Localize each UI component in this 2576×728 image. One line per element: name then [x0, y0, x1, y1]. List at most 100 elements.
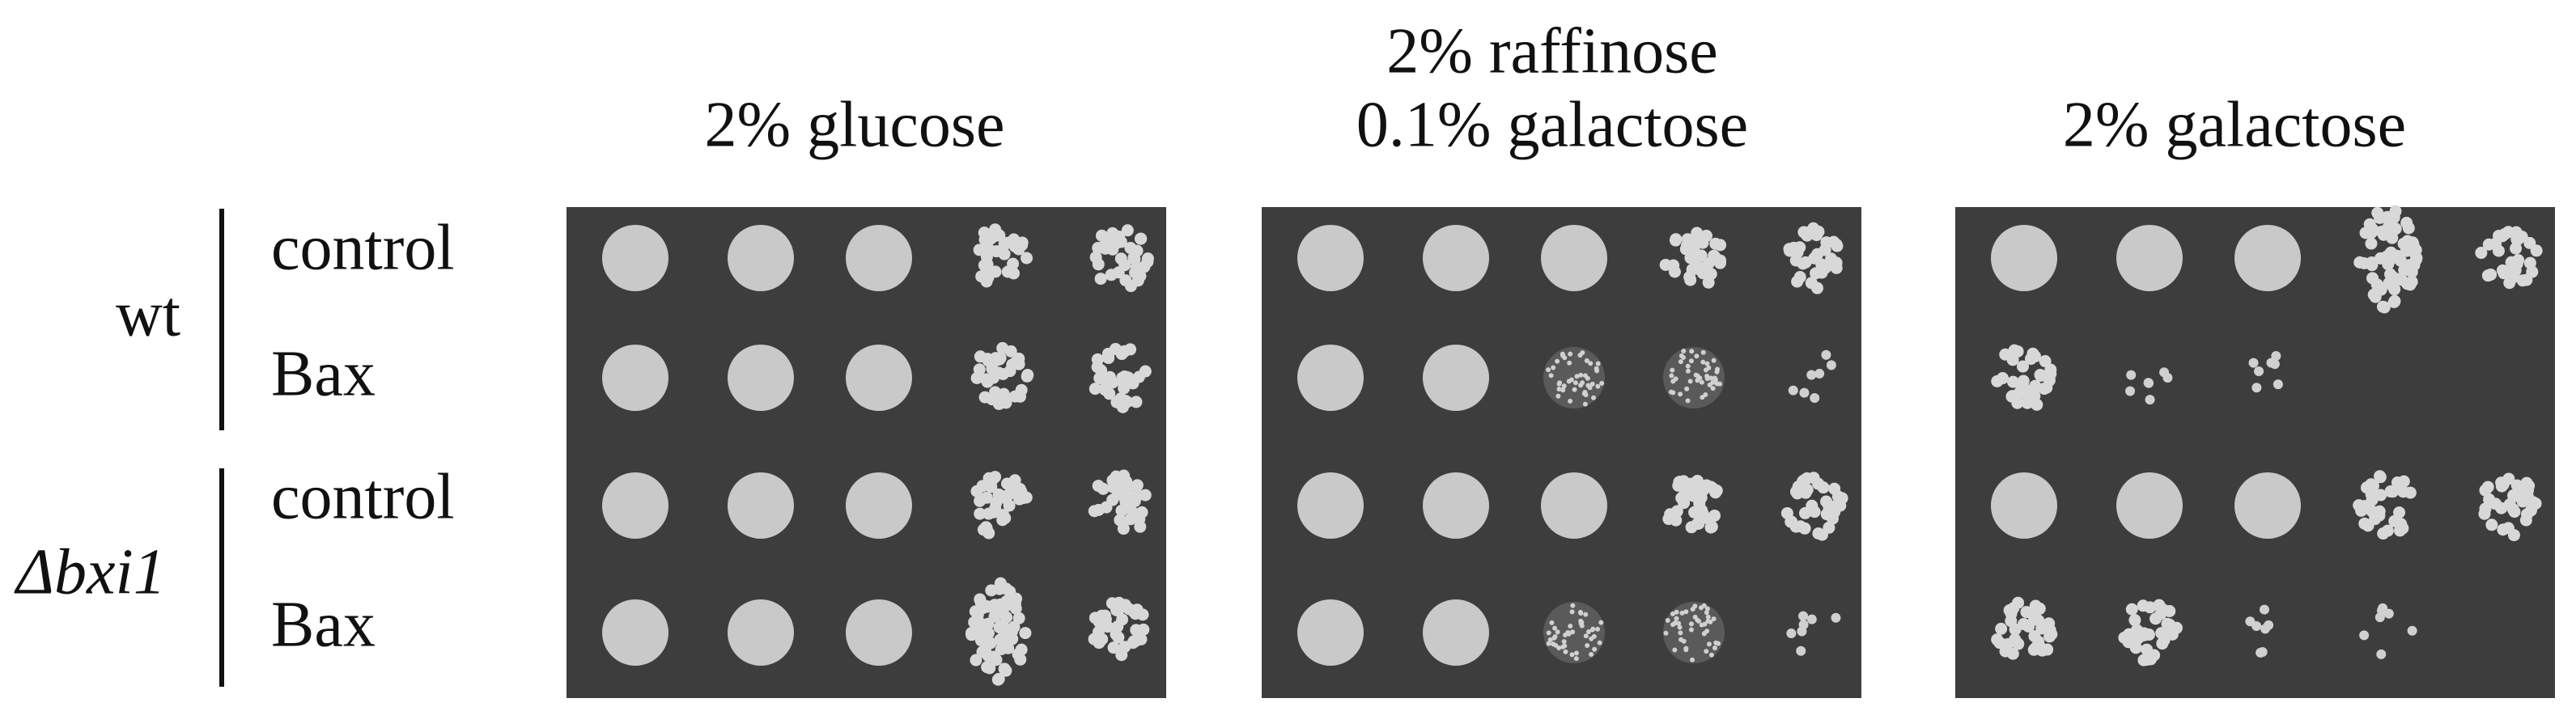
colony: [1710, 379, 1716, 385]
colony: [1701, 267, 1714, 280]
colony: [1690, 657, 1695, 662]
colony: [2385, 272, 2398, 285]
colony: [2271, 351, 2281, 362]
colony: [2266, 358, 2277, 368]
colony: [1121, 224, 1134, 237]
colony: [1591, 395, 1597, 400]
colony: [1138, 260, 1151, 273]
colony: [974, 596, 987, 609]
row-label: Bax: [271, 338, 376, 409]
colony: [993, 353, 1006, 366]
plate: [567, 207, 1166, 698]
colony: [1683, 271, 1696, 284]
colony: [1552, 634, 1558, 640]
spot: [728, 472, 794, 539]
colony: [2400, 244, 2413, 257]
colony: [1595, 361, 1601, 366]
colony: [1678, 359, 1683, 365]
colony: [1668, 389, 1674, 395]
colony: [1128, 252, 1141, 265]
colony: [1555, 629, 1560, 635]
colony: [2125, 386, 2136, 396]
plate-agar: [1955, 207, 2555, 698]
colony: [1592, 646, 1598, 652]
colony: [1091, 361, 1104, 374]
colony: [1694, 353, 1700, 359]
colony: [2496, 264, 2509, 277]
colony: [1789, 254, 1802, 267]
colony: [998, 662, 1011, 675]
colony: [2396, 273, 2408, 286]
colony: [2475, 247, 2488, 260]
colony: [1573, 650, 1579, 656]
colony: [1827, 512, 1840, 525]
colony: [1000, 477, 1013, 490]
colony: [2017, 375, 2030, 387]
colony: [1131, 479, 1144, 492]
colony: [981, 375, 994, 388]
colony: [1130, 396, 1143, 408]
colony: [1119, 502, 1132, 514]
colony: [1570, 603, 1576, 608]
colony: [1101, 350, 1114, 363]
colony: [1680, 354, 1686, 360]
colony: [1670, 379, 1676, 384]
colony: [1681, 638, 1687, 644]
colony: [1112, 266, 1125, 279]
column-header: 2% raffinose: [1386, 15, 1718, 87]
colony: [2384, 485, 2397, 498]
colony: [1810, 229, 1823, 242]
colony: [1088, 633, 1101, 645]
colony: [1687, 489, 1700, 502]
colony: [1100, 501, 1113, 514]
column-header: 2% galactose: [2063, 89, 2406, 160]
plate: [1262, 207, 1861, 698]
colony: [1582, 373, 1588, 379]
colony: [1702, 276, 1715, 289]
colony: [980, 522, 993, 535]
colony: [2510, 242, 2523, 255]
colony: [1563, 649, 1568, 654]
colony: [982, 271, 995, 284]
colony: [2357, 256, 2370, 269]
colony: [982, 472, 995, 485]
colony: [981, 661, 994, 674]
colony: [2125, 603, 2138, 616]
colony: [1546, 641, 1551, 646]
colony: [2031, 398, 2043, 411]
colony: [1569, 652, 1575, 658]
colony: [2259, 604, 2269, 615]
colony: [1683, 609, 1689, 615]
colony: [1580, 380, 1585, 386]
group-bracket: [219, 209, 224, 430]
colony: [1004, 365, 1016, 378]
colony: [1677, 492, 1690, 505]
colony: [1557, 380, 1563, 386]
colony: [2248, 358, 2259, 368]
colony: [978, 226, 991, 239]
colony: [2254, 366, 2264, 377]
colony: [1830, 256, 1843, 269]
colony: [2154, 607, 2167, 620]
colony: [2389, 222, 2402, 235]
colony: [1553, 642, 1559, 648]
colony: [2502, 472, 2515, 485]
colony: [1006, 633, 1019, 645]
colony: [1565, 630, 1571, 636]
colony: [1139, 365, 1152, 378]
colony: [1796, 645, 1806, 656]
colony: [974, 507, 987, 520]
colony: [1799, 387, 1810, 398]
colony: [2512, 254, 2525, 267]
colony: [1684, 477, 1697, 490]
colony: [2137, 599, 2149, 612]
colony: [2034, 368, 2047, 381]
colony: [1582, 390, 1588, 396]
colony: [1714, 239, 1727, 252]
colony: [2409, 243, 2422, 256]
colony: [1108, 476, 1121, 489]
colony: [1128, 495, 1141, 508]
colony: [1667, 259, 1680, 272]
colony: [2362, 519, 2374, 532]
